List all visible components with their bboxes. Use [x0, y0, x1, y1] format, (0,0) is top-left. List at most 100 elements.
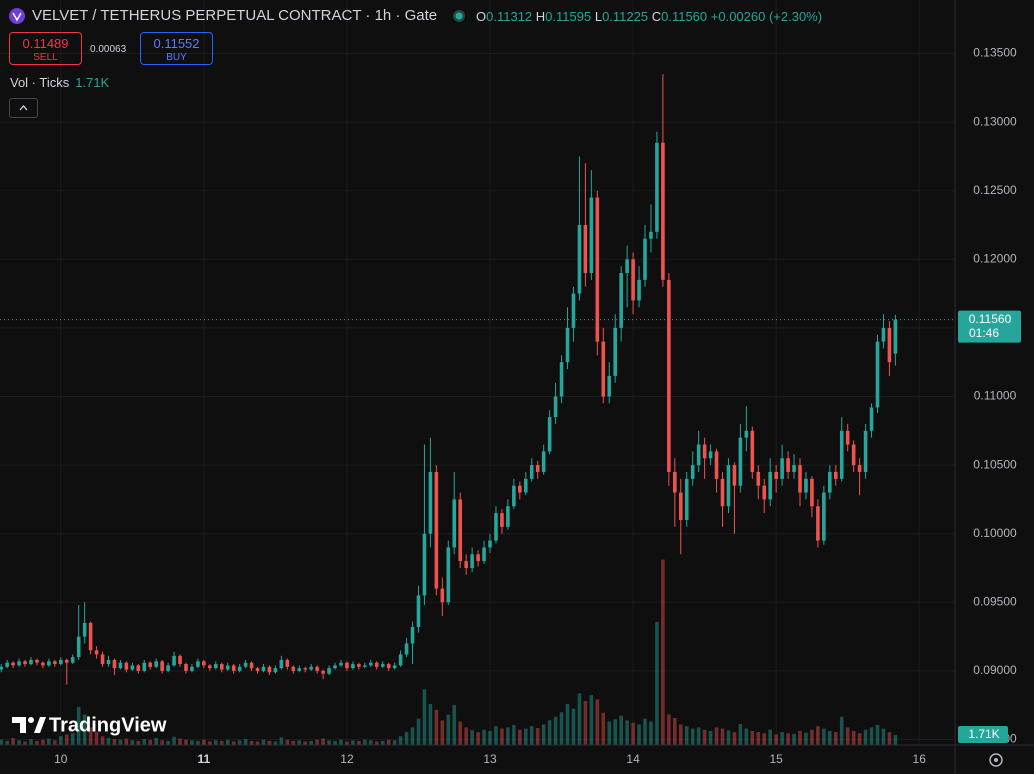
volume-bar	[35, 740, 39, 745]
volume-bar	[273, 741, 278, 745]
candle-body	[273, 668, 278, 673]
candle-body	[714, 451, 719, 479]
volume-bar	[637, 724, 641, 745]
buy-button[interactable]: 0.11552 BUY	[140, 32, 213, 65]
candle-body	[577, 225, 582, 294]
bar-countdown: 01:46	[969, 326, 999, 340]
volume-bar	[631, 722, 635, 745]
volume-bar	[571, 708, 576, 745]
candle-body	[88, 622, 93, 651]
candle-body	[792, 465, 796, 472]
candle-body	[452, 499, 457, 548]
candle-body	[404, 643, 409, 655]
volume-bar	[506, 727, 510, 745]
y-tick-label: 0.10500	[973, 457, 1017, 471]
candle-body	[41, 662, 45, 666]
volume-bar	[702, 729, 707, 745]
candle-body	[106, 659, 111, 665]
candle-body	[363, 665, 367, 667]
candle-body	[148, 662, 153, 667]
volume-bar	[810, 729, 814, 745]
volume-bar	[261, 739, 266, 745]
volume-bar	[869, 727, 874, 745]
symbol-logo	[9, 8, 25, 24]
volume-bar	[249, 740, 254, 745]
ohlc-value: 0.11595	[545, 9, 592, 24]
volume-bar	[118, 739, 123, 745]
candle-body	[446, 547, 451, 603]
collapse-button[interactable]	[9, 98, 38, 118]
y-tick-label: 0.12000	[973, 251, 1017, 265]
candle-body	[661, 142, 665, 280]
volume-bar	[553, 716, 558, 745]
candle-body	[553, 396, 558, 418]
candle-body	[887, 327, 892, 363]
volume-bar	[339, 739, 343, 745]
spread: 0.00063	[90, 44, 127, 55]
candle-body	[690, 465, 695, 479]
overlay-layer: 0.085000.090000.095000.100000.105000.110…	[0, 46, 1021, 766]
volume-bar	[690, 728, 695, 745]
candle-body	[297, 668, 302, 671]
volume-bar	[190, 740, 194, 745]
candle-body	[673, 471, 677, 493]
candle-body	[219, 664, 224, 670]
y-tick-label: 0.13000	[973, 114, 1017, 128]
candle-body	[440, 588, 445, 603]
candle-body	[202, 661, 206, 666]
volume-bar	[613, 719, 618, 745]
volume-bar	[750, 730, 755, 745]
candle-body	[160, 661, 164, 671]
volume-bar	[142, 739, 147, 745]
candle-body	[29, 659, 33, 665]
y-tick-label: 0.11000	[974, 389, 1017, 403]
candle-body	[309, 666, 313, 670]
candle-body	[595, 197, 600, 342]
candle-body	[893, 319, 898, 354]
volume-bar	[243, 739, 248, 745]
volume-bar	[458, 721, 463, 745]
volume-bar	[667, 714, 671, 745]
candle-body	[225, 665, 230, 670]
volume-bar	[398, 736, 403, 745]
candle-body	[625, 259, 629, 274]
volume-bar	[816, 726, 820, 745]
candle-body	[53, 661, 57, 665]
volume-badge	[958, 726, 1008, 743]
buy-price: 0.11552	[153, 36, 200, 51]
x-tick-label: 13	[483, 752, 497, 766]
volume-bar	[196, 740, 200, 745]
volume-bar	[744, 728, 749, 745]
volume-bar	[649, 721, 653, 745]
candle-body	[762, 485, 767, 500]
volume-bar	[279, 737, 284, 745]
candle-body	[828, 471, 832, 493]
volume-bar	[881, 728, 886, 745]
volume-bar	[732, 732, 737, 745]
candle-body	[786, 458, 790, 472]
candle-body	[333, 665, 337, 669]
candle-body	[434, 471, 439, 589]
y-tick-label: 0.13500	[973, 46, 1017, 60]
candle-body	[535, 465, 540, 472]
x-tick-label: 11	[198, 752, 211, 766]
volume-bar	[523, 728, 528, 745]
ohlc-key: L	[594, 9, 603, 24]
gear-icon[interactable]	[989, 753, 1003, 767]
volume-bar	[297, 740, 302, 745]
volume-bar	[673, 718, 677, 745]
candle-body	[70, 657, 75, 663]
candle-body	[374, 662, 379, 667]
candle-body	[607, 375, 612, 397]
candle-body	[678, 492, 683, 520]
candle-body	[601, 341, 606, 397]
volume-bar	[595, 699, 600, 745]
volume-bar	[94, 732, 99, 745]
sell-button[interactable]: 0.11489 SELL	[9, 32, 82, 65]
candle-body	[506, 506, 510, 527]
volume-bar	[678, 724, 683, 745]
candle-body	[213, 664, 218, 669]
candle-body	[279, 659, 284, 669]
volume-bar	[434, 709, 439, 745]
candle-body	[702, 444, 707, 459]
